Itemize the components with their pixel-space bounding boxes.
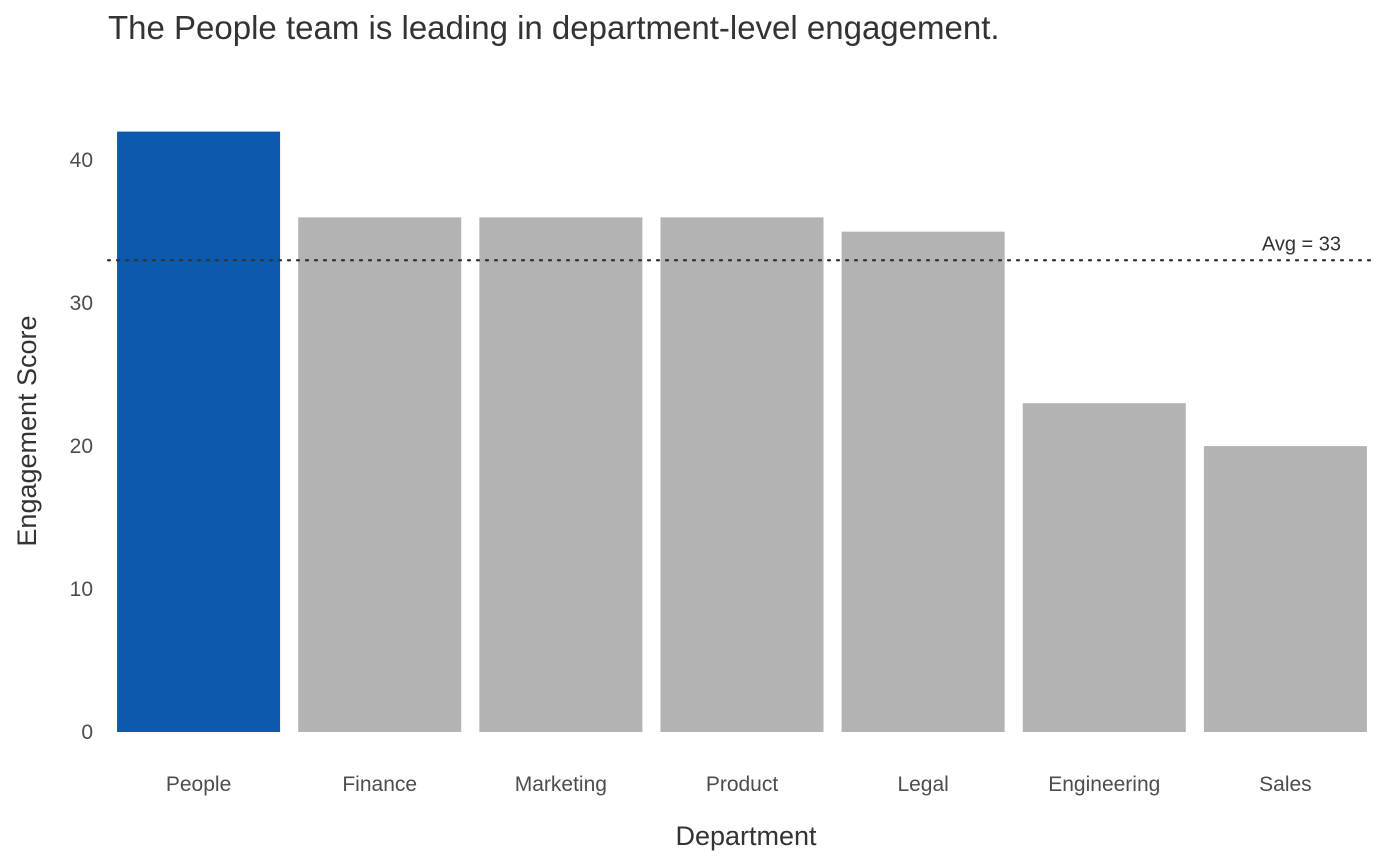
x-tick-label-marketing: Marketing <box>515 773 607 796</box>
y-tick-label-0: 0 <box>81 721 93 744</box>
x-tick-label-finance: Finance <box>342 773 417 796</box>
x-tick-label-people: People <box>166 773 231 796</box>
chart-title: The People team is leading in department… <box>108 9 1000 46</box>
x-tick-label-engineering: Engineering <box>1048 773 1160 796</box>
x-axis-ticks: People Finance Marketing Product Legal Engine… <box>166 773 1312 796</box>
bar-finance <box>298 217 462 732</box>
y-tick-label-20: 20 <box>70 435 93 458</box>
x-tick-label-sales: Sales <box>1259 773 1312 796</box>
bar-marketing <box>479 217 643 732</box>
bars-group <box>117 131 1367 732</box>
x-axis-title: Department <box>675 821 817 851</box>
y-tick-label-10: 10 <box>70 578 93 601</box>
bar-sales <box>1203 446 1367 732</box>
bar-engineering <box>1022 403 1186 732</box>
bar-people <box>117 131 281 732</box>
average-reference-label: Avg = 33 <box>1262 233 1341 255</box>
bar-legal <box>841 231 1005 732</box>
y-tick-label-40: 40 <box>70 149 93 172</box>
bar-product <box>660 217 824 732</box>
y-axis-title: Engagement Score <box>12 315 42 546</box>
x-tick-label-legal: Legal <box>897 773 948 796</box>
y-tick-label-30: 30 <box>70 292 93 315</box>
reference-line-group: Avg = 33 <box>106 233 1378 262</box>
x-tick-label-product: Product <box>706 773 779 796</box>
y-axis-ticks: 0 10 20 30 40 <box>70 149 93 744</box>
